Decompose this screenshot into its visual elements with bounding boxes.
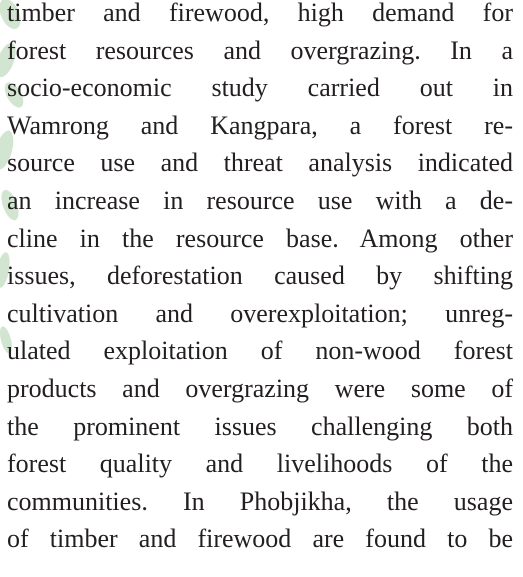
text-line: an increase in resource use with a de-: [7, 182, 513, 220]
text-line: issues, deforestation caused by shifting: [7, 257, 513, 295]
text-line: Wamrong and Kangpara, a forest re-: [7, 107, 513, 145]
text-line: ulated exploitation of non-wood forest: [7, 332, 513, 370]
text-line: cultivation and overexploitation; unreg-: [7, 295, 513, 333]
text-line: source use and threat analysis indicated: [7, 144, 513, 182]
text-line: products and overgrazing were some of: [7, 370, 513, 408]
text-line: socio-economic study carried out in: [7, 69, 513, 107]
text-line: forest quality and livelihoods of the: [7, 445, 513, 483]
text-line: communities. In Phobjikha, the usage: [7, 483, 513, 521]
text-line: cline in the resource base. Among other: [7, 220, 513, 258]
page: {"lines": [ "timber and firewood, high d…: [0, 0, 523, 577]
text-line: the prominent issues challenging both: [7, 408, 513, 446]
text-line: of timber and firewood are found to be: [7, 520, 513, 558]
text-line: forest resources and overgrazing. In a: [7, 32, 513, 70]
text-line: timber and firewood, high demand for: [7, 0, 513, 32]
